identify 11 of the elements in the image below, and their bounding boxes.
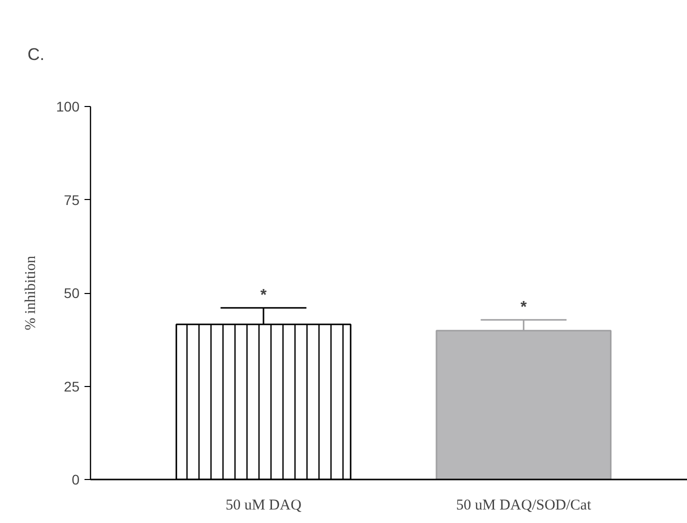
annotation: * bbox=[260, 286, 268, 304]
x-tick-label: 50 uM DAQ bbox=[226, 498, 302, 514]
chart-title: C. bbox=[28, 45, 44, 64]
y-axis-title: % inhibition bbox=[23, 255, 40, 330]
y-tick-label: 100 bbox=[56, 98, 80, 114]
y-tick-label: 25 bbox=[64, 378, 80, 394]
y-tick-label: 0 bbox=[72, 472, 80, 488]
x-tick-label: 50 uM DAQ/SOD/Cat bbox=[456, 498, 592, 514]
y-tick-label: 75 bbox=[64, 192, 80, 208]
y-tick-label: 50 bbox=[64, 285, 80, 301]
annotation: * bbox=[520, 298, 528, 316]
